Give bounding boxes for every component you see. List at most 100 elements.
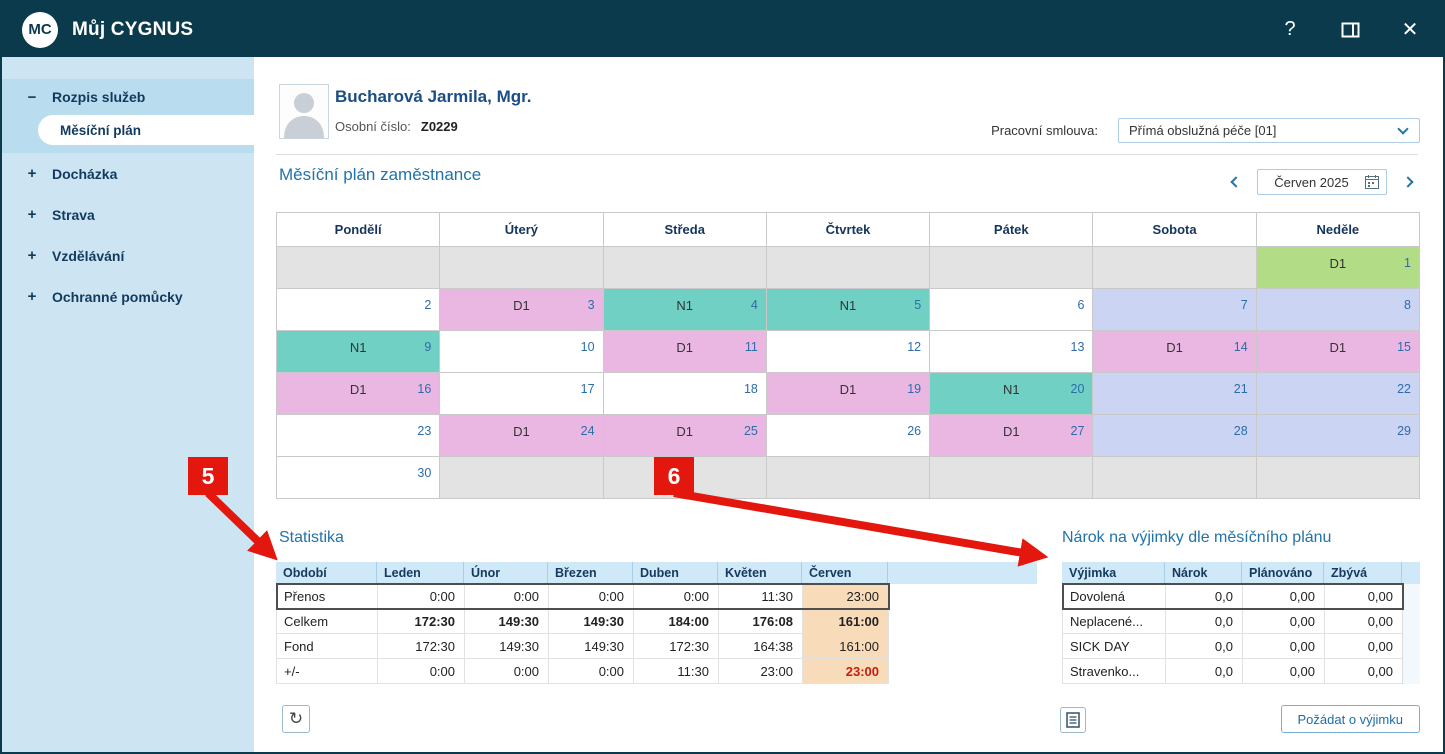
sidebar-item-rozpis-sluzeb[interactable]: − Rozpis služeb — [2, 79, 254, 115]
day-number: 30 — [417, 466, 432, 480]
prev-month-icon[interactable] — [1229, 171, 1243, 193]
calendar-day-cell[interactable]: N1 20 — [930, 373, 1094, 415]
employee-name: Bucharová Jarmila, Mgr. — [335, 87, 532, 106]
exceptions-row[interactable]: Neplacené... 0,0 0,00 0,00 — [1063, 609, 1403, 634]
refresh-button[interactable]: ↻ — [282, 705, 310, 733]
next-month-icon[interactable] — [1401, 171, 1415, 193]
app-title: Můj CYGNUS — [72, 18, 194, 40]
shift-label: N1 — [839, 298, 857, 313]
close-icon[interactable]: ✕ — [1401, 19, 1419, 41]
sidebar-item-vzdelavani[interactable]: + Vzdělávání — [2, 235, 254, 276]
contract-dropdown[interactable]: Přímá obslužná péče [01] — [1118, 118, 1420, 143]
calendar-day-cell[interactable]: 26 — [766, 415, 931, 457]
day-number: 11 — [744, 340, 758, 354]
stats-row[interactable]: Fond 172:30 149:30 149:30 172:30 164:38 161:00 — [277, 634, 889, 659]
stats-row[interactable]: Celkem 172:30 149:30 149:30 184:00 176:08 161:… — [277, 609, 889, 634]
calendar-day-cell[interactable]: D1 24 — [440, 415, 604, 457]
sidebar-item-strava[interactable]: + Strava — [2, 194, 254, 235]
sidebar-item-dochazka[interactable]: + Docházka — [2, 153, 254, 194]
stats-row[interactable]: Přenos 0:00 0:00 0:00 0:00 11:30 23:00 — [276, 583, 890, 610]
calendar-day-cell[interactable]: 28 — [1093, 415, 1257, 457]
calendar-day-header: Sobota — [1093, 213, 1257, 247]
exceptions-value-cell: 0,00 — [1325, 634, 1403, 659]
expand-icon[interactable]: + — [27, 206, 37, 223]
calendar-day-cell[interactable]: 10 — [440, 331, 604, 373]
maximize-icon[interactable] — [1337, 22, 1363, 38]
calendar-day-cell — [1256, 457, 1420, 499]
shift-label: N1 — [1002, 382, 1020, 397]
calendar-day-cell[interactable]: D1 16 — [277, 373, 441, 415]
personal-number-value: Z0229 — [420, 119, 458, 134]
calendar-day-cell[interactable]: N1 9 — [277, 331, 441, 373]
calendar-day-cell[interactable]: D1 1 — [1256, 247, 1420, 289]
calendar-day-cell[interactable]: N1 5 — [766, 289, 931, 331]
expand-icon[interactable]: + — [27, 288, 37, 305]
day-number: 12 — [907, 340, 922, 354]
calendar-day-cell[interactable]: D1 19 — [766, 373, 931, 415]
calendar-day-cell[interactable]: 12 — [766, 331, 931, 373]
calendar-day-cell — [603, 247, 767, 289]
exceptions-header-row: Výjimka Nárok Plánováno Zbývá — [1062, 562, 1420, 584]
calendar-body: D1 1 2 D1 3 N1 4 N1 5 6 7 8 N1 9 10 D1 11 12 13 D1 14 D1 15 D1 1… — [277, 247, 1420, 499]
calendar-day-cell[interactable]: D1 11 — [603, 331, 767, 373]
calendar-day-cell[interactable]: 18 — [603, 373, 767, 415]
calendar-day-cell[interactable]: D1 14 — [1093, 331, 1257, 373]
stats-header-filler — [888, 562, 1037, 584]
sidebar-item-mesicni-plan[interactable]: Měsíční plán — [38, 115, 254, 145]
calendar-day-cell[interactable]: 17 — [440, 373, 604, 415]
collapse-icon[interactable]: − — [27, 88, 37, 106]
exceptions-value-cell: 0,00 — [1243, 609, 1325, 634]
calendar-day-cell[interactable]: N1 4 — [603, 289, 767, 331]
stats-value-cell: 0:00 — [549, 584, 634, 609]
stats-row-label: +/- — [277, 659, 378, 684]
calendar-day-cell[interactable]: 8 — [1256, 289, 1420, 331]
calendar-day-cell[interactable]: 6 — [930, 289, 1094, 331]
stats-column-header: Duben — [633, 562, 718, 584]
sidebar-item-ochranne-pomucky[interactable]: + Ochranné pomůcky — [2, 276, 254, 317]
calendar-day-cell[interactable]: 21 — [1093, 373, 1257, 415]
annotation-callout-6: 6 — [654, 457, 694, 495]
help-icon[interactable]: ? — [1284, 18, 1296, 40]
exceptions-column-header: Zbývá — [1324, 562, 1402, 584]
legend-icon — [1066, 712, 1080, 728]
month-picker[interactable]: Červen 2025 — [1257, 169, 1387, 195]
day-number: 13 — [1070, 340, 1085, 354]
stats-column-header: Červen — [802, 562, 888, 584]
calendar-day-cell[interactable]: D1 27 — [930, 415, 1094, 457]
calendar-day-cell[interactable]: 29 — [1256, 415, 1420, 457]
calendar-day-cell[interactable]: D1 25 — [603, 415, 767, 457]
contract-label: Pracovní smlouva: — [991, 123, 1098, 138]
exceptions-row[interactable]: SICK DAY 0,0 0,00 0,00 — [1063, 634, 1403, 659]
day-number: 23 — [417, 424, 432, 438]
calendar-day-cell[interactable]: 23 — [277, 415, 441, 457]
calendar-day-header: Neděle — [1256, 213, 1420, 247]
day-number: 15 — [1397, 340, 1411, 354]
stats-column-header: Březen — [548, 562, 633, 584]
legend-button[interactable] — [1060, 707, 1086, 733]
shift-label: D1 — [513, 298, 530, 313]
calendar-header-row: Pondělí Úterý Středa Čtvrtek Pátek Sobota Nedě… — [277, 213, 1420, 247]
calendar-day-cell[interactable]: D1 15 — [1256, 331, 1420, 373]
exceptions-scrollbar[interactable] — [1402, 584, 1420, 684]
calendar-day-cell[interactable]: 22 — [1256, 373, 1420, 415]
exceptions-table: Výjimka Nárok Plánováno Zbývá Dovolená 0,0 0,… — [1062, 562, 1420, 684]
stats-table: Období Leden Únor Březen Duben Květen Červen P… — [276, 562, 1037, 684]
calendar-day-cell[interactable]: 30 — [277, 457, 441, 499]
calendar-day-cell — [766, 247, 931, 289]
request-exception-button[interactable]: Požádat o výjimku — [1280, 705, 1420, 733]
exceptions-row[interactable]: Dovolená 0,0 0,00 0,00 — [1062, 583, 1404, 610]
expand-icon[interactable]: + — [27, 247, 37, 264]
day-number: 27 — [1070, 424, 1085, 438]
calendar-day-cell[interactable]: 13 — [930, 331, 1094, 373]
sidebar-item-label: Vzdělávání — [52, 247, 125, 264]
calendar-day-cell[interactable]: D1 3 — [440, 289, 604, 331]
calendar-day-cell[interactable]: 7 — [1093, 289, 1257, 331]
stats-row[interactable]: +/- 0:00 0:00 0:00 11:30 23:00 23:00 — [277, 659, 889, 684]
day-number: 9 — [424, 340, 432, 354]
stats-value-cell: 23:00 — [803, 584, 889, 609]
exceptions-row[interactable]: Stravenko... 0,0 0,00 0,00 — [1063, 659, 1403, 684]
titlebar-icons: ? ✕ — [1277, 17, 1423, 42]
expand-icon[interactable]: + — [27, 165, 37, 182]
calendar-day-cell[interactable]: 2 — [277, 289, 441, 331]
month-navigation: Červen 2025 — [1229, 169, 1415, 195]
